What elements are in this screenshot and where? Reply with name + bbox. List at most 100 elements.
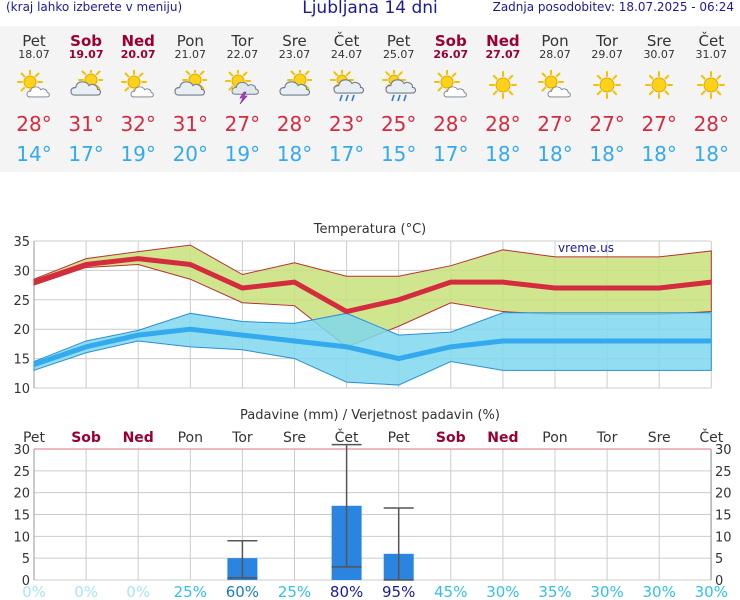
daily-forecast-strip: Pet 18.07 28° 14° Sob 19.07 31° 17° Ned 20.07 3…	[0, 26, 740, 172]
precip-probability: 30%	[590, 583, 623, 600]
last-updated: Zadnja posodobitev: 18.07.2025 - 06:24	[492, 0, 734, 14]
day-date: 19.07	[68, 48, 104, 61]
precip-day-label: Čet	[699, 428, 723, 446]
temp-min: 20°	[172, 142, 209, 166]
sun-icon	[590, 70, 624, 104]
day-name: Sre	[282, 32, 307, 50]
day-name: Ned	[486, 32, 520, 50]
day-date: 22.07	[226, 48, 259, 61]
tmin-line	[33, 326, 712, 367]
temp-max: 28°	[16, 112, 52, 136]
precip-probability: 30%	[486, 583, 519, 600]
temp-min: 19°	[120, 142, 156, 166]
sun-rain-icon	[329, 68, 364, 104]
temp-min: 15°	[380, 142, 417, 166]
temp-max: 28°	[485, 112, 521, 136]
precip-day-label: Ned	[487, 430, 518, 446]
sun-cloud-icon	[538, 69, 572, 104]
precip-day-label: Tor	[596, 430, 618, 446]
day-column: Sre 30.07 27° 18°	[633, 26, 685, 172]
temp-max: 31°	[68, 112, 104, 136]
day-column: Čet 31.07 28° 18°	[685, 26, 737, 172]
temp-max: 31°	[172, 112, 209, 136]
page-title: Ljubljana 14 dni	[302, 0, 438, 18]
day-column: Ned 20.07 32° 19°	[112, 26, 164, 172]
day-column: Pon 28.07 27° 18°	[529, 26, 581, 172]
y-tick-label-left: 5	[22, 552, 30, 567]
day-column: Pet 18.07 28° 14°	[8, 26, 60, 172]
day-name: Ned	[121, 32, 155, 50]
precip-probability: 0%	[22, 583, 46, 600]
precip-probability: 60%	[226, 583, 259, 600]
precip-day-label: Pon	[542, 430, 567, 446]
temp-min: 14°	[16, 142, 52, 166]
precip-probability: 45%	[434, 583, 467, 600]
day-column: Pet 25.07 25° 15°	[373, 26, 425, 172]
precip-probability: 25%	[174, 583, 207, 600]
precip-probability: 80%	[330, 583, 363, 600]
day-name: Tor	[596, 32, 619, 50]
day-name: Čet	[698, 32, 725, 50]
day-column: Tor 22.07 27° 19°	[216, 26, 268, 172]
day-date: 29.07	[591, 48, 623, 61]
y-tick-label: 20	[13, 323, 30, 338]
page-header: (kraj lahko izberete v meniju) Ljubljana…	[0, 0, 740, 20]
day-date: 18.07	[18, 48, 50, 61]
y-tick-label-left: 15	[13, 509, 30, 524]
temp-chart-title: Temperatura (°C)	[313, 222, 426, 237]
day-column: Tor 29.07 27° 18°	[581, 26, 633, 172]
temp-min: 17°	[433, 142, 469, 166]
precip-day-label: Sre	[283, 430, 306, 446]
temp-min: 18°	[537, 142, 573, 166]
precip-day-label: Sob	[71, 430, 101, 446]
y-tick-label-right: 10	[715, 530, 732, 545]
day-name: Pon	[176, 32, 204, 50]
day-column: Sre 23.07 28° 18°	[269, 26, 321, 172]
y-tick-label: 10	[13, 382, 30, 397]
y-tick-label-left: 30	[13, 443, 30, 458]
day-name: Pon	[541, 32, 569, 50]
precip-probability: 30%	[695, 583, 728, 600]
temp-min: 17°	[328, 142, 365, 166]
y-tick-label-right: 0	[715, 574, 723, 589]
precip-day-label: Čet	[335, 428, 359, 446]
sun-rain-icon	[381, 68, 416, 104]
day-name: Sob	[70, 32, 103, 50]
precip-probability: 0%	[74, 583, 98, 600]
day-name: Tor	[231, 32, 254, 50]
y-tick-label-right: 30	[715, 443, 732, 458]
precip-probability: 0%	[126, 583, 150, 600]
day-date: 24.07	[330, 48, 363, 61]
y-tick-label-left: 25	[13, 465, 30, 480]
day-date: 30.07	[643, 48, 675, 61]
y-tick-label-left: 20	[13, 487, 30, 502]
cloud-sun-icon	[173, 67, 209, 104]
y-tick-label-right: 20	[715, 487, 732, 502]
cloud-sun-icon	[69, 67, 105, 104]
day-date: 27.07	[485, 48, 521, 61]
y-tick-label-left: 0	[22, 574, 30, 589]
tmax-line	[33, 256, 712, 315]
temp-max: 27°	[224, 112, 261, 136]
precip-day-label: Pet	[23, 430, 46, 446]
day-date: 25.07	[382, 48, 415, 61]
precip-probability: 25%	[278, 583, 311, 600]
y-tick-label: 35	[13, 235, 30, 250]
precip-chart-title: Padavine (mm) / Verjetnost padavin (%)	[240, 408, 500, 423]
day-name: Sre	[646, 32, 672, 50]
y-tick-label: 25	[13, 294, 30, 309]
day-column: Ned 27.07 28° 18°	[477, 26, 529, 172]
temp-max: 28°	[693, 112, 730, 136]
temp-max: 25°	[380, 112, 417, 136]
temp-min: 17°	[68, 142, 104, 166]
y-tick-label: 30	[13, 264, 30, 279]
day-date: 31.07	[695, 48, 728, 61]
sun-icon	[642, 70, 676, 104]
temp-min: 18°	[589, 142, 625, 166]
temp-max: 27°	[641, 112, 677, 136]
day-date: 28.07	[539, 48, 571, 61]
location-hint: (kraj lahko izberete v meniju)	[6, 0, 183, 14]
precip-day-label: Pet	[388, 430, 411, 446]
temp-max: 32°	[120, 112, 156, 136]
